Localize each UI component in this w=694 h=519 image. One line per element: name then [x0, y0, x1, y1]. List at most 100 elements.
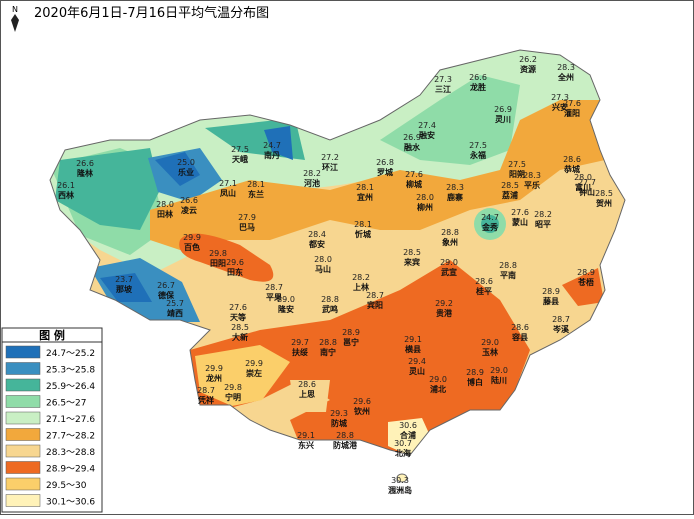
station-name: 东兰 — [248, 189, 264, 199]
station-value: 28.0 — [416, 193, 434, 202]
station-name: 隆林 — [77, 168, 93, 178]
station-value: 24.7 — [263, 141, 281, 150]
station-name: 灌阳 — [564, 108, 580, 118]
station-value: 28.0 — [156, 200, 174, 209]
compass: N — [11, 5, 19, 32]
station-name: 玉林 — [482, 347, 498, 357]
map-title: 2020年6月1日-7月16日平均气温分布图 — [34, 5, 269, 21]
station-name: 那坡 — [116, 284, 133, 294]
station-name: 扶绥 — [292, 347, 308, 357]
station-value: 28.0 — [314, 255, 332, 264]
station-name: 忻城 — [355, 229, 371, 239]
station-name: 资源 — [520, 64, 536, 74]
station-name: 巴马 — [239, 223, 255, 232]
station-name: 兴安 — [552, 102, 568, 112]
station-value: 28.5 — [403, 248, 421, 257]
station-name: 金秀 — [481, 222, 499, 232]
temperature-zone — [100, 273, 152, 302]
station-name: 灵川 — [494, 115, 511, 124]
station-name: 上思 — [299, 389, 315, 399]
station-value: 27.5 — [508, 160, 526, 169]
temperature-zone — [55, 148, 160, 230]
legend-swatch — [5, 461, 41, 474]
station-value: 25.0 — [177, 158, 195, 167]
legend-swatch — [5, 494, 41, 507]
station-value: 28.3 — [446, 183, 464, 192]
station-name: 蒙山 — [512, 217, 528, 227]
station-value: 30.6 — [399, 421, 417, 430]
station-value: 27.1 — [219, 179, 237, 188]
station-name: 合浦 — [399, 430, 416, 440]
station-value: 28.9 — [577, 268, 595, 277]
station-value: 26.2 — [519, 55, 537, 64]
station-name: 容县 — [511, 332, 528, 342]
station-name: 桂平 — [475, 286, 492, 296]
station-value: 28.9 — [466, 368, 484, 377]
station-value: 28.6 — [298, 380, 316, 389]
station-name: 藤县 — [542, 296, 559, 306]
station-value: 27.6 — [229, 303, 247, 312]
station-name: 融安 — [419, 130, 435, 140]
province-border — [49, 49, 626, 456]
station-value: 28.7 — [552, 315, 570, 324]
station-name: 横县 — [405, 344, 421, 354]
station-value: 29.6 — [353, 397, 371, 406]
station-name: 涠洲岛 — [388, 485, 412, 495]
legend-label: 26.5～27 — [46, 399, 87, 409]
station-value: 29.9 — [205, 364, 223, 373]
legend-label: 27.7～28.2 — [46, 432, 95, 442]
station-name: 马山 — [315, 264, 331, 274]
station-name: 天等 — [230, 312, 246, 322]
station-value: 27.9 — [238, 213, 256, 222]
station-value: 27.2 — [321, 153, 339, 162]
station-value: 28.2 — [303, 169, 321, 178]
temperature-zone — [150, 100, 605, 250]
station-name: 岑溪 — [552, 324, 570, 334]
station-name: 阳朔 — [509, 169, 525, 179]
station-value: 27.7 — [578, 178, 596, 187]
station-value: 28.5 — [231, 323, 249, 332]
station-name: 靖西 — [167, 308, 183, 318]
station-name: 宜州 — [357, 192, 373, 202]
legend-label: 25.3～25.8 — [46, 366, 95, 376]
legend-swatch — [5, 378, 41, 392]
station-value: 27.5 — [469, 141, 487, 150]
station-name: 龙胜 — [469, 82, 486, 92]
station-value: 28.0 — [574, 173, 592, 182]
station-value: 26.1 — [57, 181, 75, 190]
station-name: 钦州 — [354, 406, 370, 416]
station-name: 灵山 — [408, 366, 425, 376]
station-name: 田林 — [157, 209, 173, 219]
station-name: 武宣 — [441, 267, 457, 277]
legend-label: 27.1～27.6 — [46, 415, 95, 425]
legend-swatch — [5, 395, 41, 408]
station-name: 融水 — [404, 142, 421, 152]
station-name: 北海 — [395, 448, 411, 458]
station-name: 南丹 — [264, 150, 280, 160]
temperature-zone — [190, 260, 530, 455]
station-name: 苍梧 — [577, 277, 594, 287]
station-name: 平果 — [266, 293, 282, 302]
legend-label: 28.9～29.4 — [46, 465, 95, 475]
station-name: 河池 — [304, 178, 320, 188]
station-name: 鹿寨 — [447, 192, 463, 202]
station-name: 德保 — [158, 290, 175, 300]
station-name: 富川 — [575, 182, 591, 192]
station-value: 29.0 — [440, 258, 458, 267]
station-value: 29.8 — [224, 383, 242, 392]
station-value: 28.8 — [499, 261, 517, 270]
station-name: 南宁 — [320, 347, 336, 357]
station-value: 28.2 — [352, 273, 370, 282]
station-name: 陆川 — [491, 375, 507, 385]
station-value: 29.1 — [297, 431, 315, 440]
station-value: 28.8 — [441, 228, 459, 237]
station-name: 永福 — [469, 150, 486, 160]
station-name: 宾阳 — [367, 300, 383, 310]
regions — [49, 49, 626, 483]
station-value: 26.6 — [180, 196, 198, 205]
station-name: 贺州 — [595, 198, 612, 208]
station-value: 26.9 — [494, 105, 512, 114]
station-value: 27.4 — [418, 121, 436, 130]
station-name: 龙州 — [205, 373, 222, 383]
